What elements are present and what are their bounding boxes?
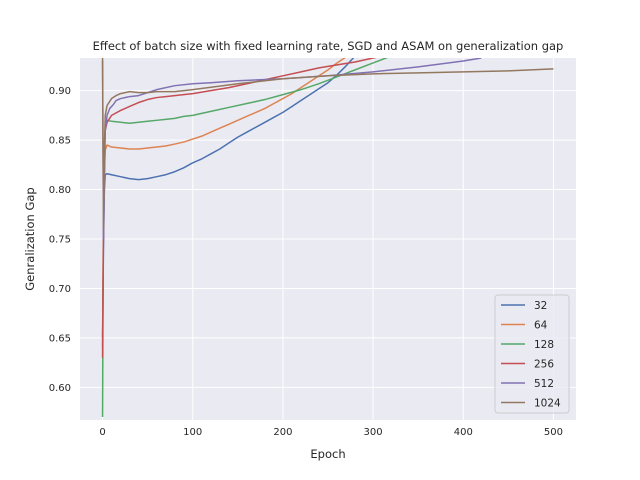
legend: 32 64 128 256 512 1024	[494, 294, 570, 414]
y-tick-label: 0.75	[49, 235, 71, 246]
legend-label-256: 256	[534, 359, 554, 371]
y-tick-label: 0.80	[49, 185, 71, 196]
series-line-32	[101, 58, 355, 338]
series-lines	[101, 58, 554, 418]
legend-label-1024: 1024	[534, 398, 561, 410]
legend-label-64: 64	[534, 320, 548, 332]
x-tick-label: 200	[273, 427, 292, 438]
legend-label-128: 128	[534, 339, 554, 351]
x-tick-label: 300	[364, 427, 383, 438]
y-tick-label: 0.70	[49, 284, 71, 295]
legend-label-512: 512	[534, 378, 554, 390]
x-tick-label: 100	[183, 427, 202, 438]
chart-title: Effect of batch size with fixed learning…	[93, 39, 564, 53]
x-axis-label: Epoch	[310, 447, 345, 461]
x-tick-label: 0	[99, 427, 105, 438]
gridlines	[80, 58, 576, 420]
y-tick-label: 0.65	[49, 333, 71, 344]
y-tick-label: 0.60	[49, 383, 71, 394]
y-axis-label: Genralization Gap	[23, 187, 37, 290]
legend-box	[494, 294, 570, 414]
y-tick-label: 0.85	[49, 136, 71, 147]
x-tick-label: 400	[454, 427, 473, 438]
tick-labels: 0 100 200 300 400 500 0.60 0.65 0.70 0.75 0.80 0.85…	[49, 86, 563, 438]
y-tick-label: 0.90	[49, 86, 71, 97]
series-line-256	[101, 58, 377, 358]
legend-label-32: 32	[534, 300, 547, 312]
series-line-1024	[101, 58, 554, 230]
x-tick-label: 500	[544, 427, 563, 438]
series-line-64	[101, 58, 346, 348]
